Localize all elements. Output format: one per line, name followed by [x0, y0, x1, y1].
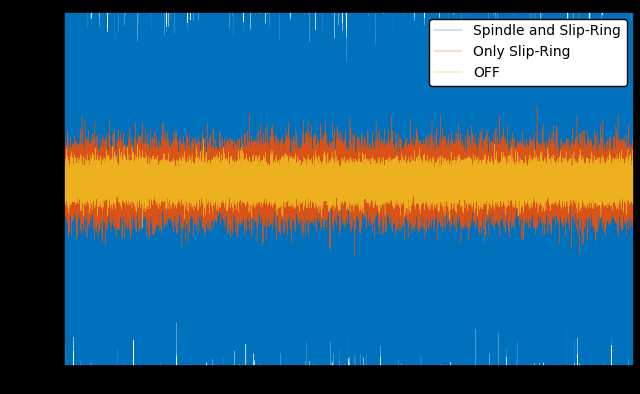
Line: OFF: OFF [64, 139, 634, 228]
OFF [197, 184, 205, 189]
Spindle and Slip-Ring [369, 169, 377, 174]
Only Slip-Ring [483, 172, 491, 177]
OFF [403, 186, 411, 190]
Spindle and Slip-Ring [197, 323, 205, 328]
OFF [60, 187, 68, 191]
Spindle and Slip-Ring [483, 160, 491, 165]
Spindle and Slip-Ring [99, 226, 107, 231]
Only Slip-Ring [369, 156, 377, 160]
Only Slip-Ring [533, 104, 541, 108]
Only Slip-Ring [197, 169, 205, 174]
Only Slip-Ring [60, 150, 68, 154]
Spindle and Slip-Ring [60, 138, 68, 143]
Only Slip-Ring [278, 184, 286, 188]
OFF [483, 171, 491, 176]
Spindle and Slip-Ring [630, 39, 637, 44]
OFF [278, 179, 286, 184]
Spindle and Slip-Ring [278, 180, 286, 184]
Only Slip-Ring [351, 253, 358, 257]
Only Slip-Ring [630, 179, 637, 184]
OFF [139, 225, 147, 230]
Spindle and Slip-Ring [403, 273, 411, 278]
Only Slip-Ring [99, 158, 107, 163]
Only Slip-Ring [403, 203, 411, 208]
OFF [630, 184, 637, 189]
OFF [99, 193, 107, 198]
Line: Spindle and Slip-Ring: Spindle and Slip-Ring [64, 0, 634, 394]
OFF [200, 136, 207, 141]
Line: Only Slip-Ring: Only Slip-Ring [64, 106, 634, 255]
OFF [369, 161, 377, 165]
Legend: Spindle and Slip-Ring, Only Slip-Ring, OFF: Spindle and Slip-Ring, Only Slip-Ring, O… [429, 19, 627, 86]
